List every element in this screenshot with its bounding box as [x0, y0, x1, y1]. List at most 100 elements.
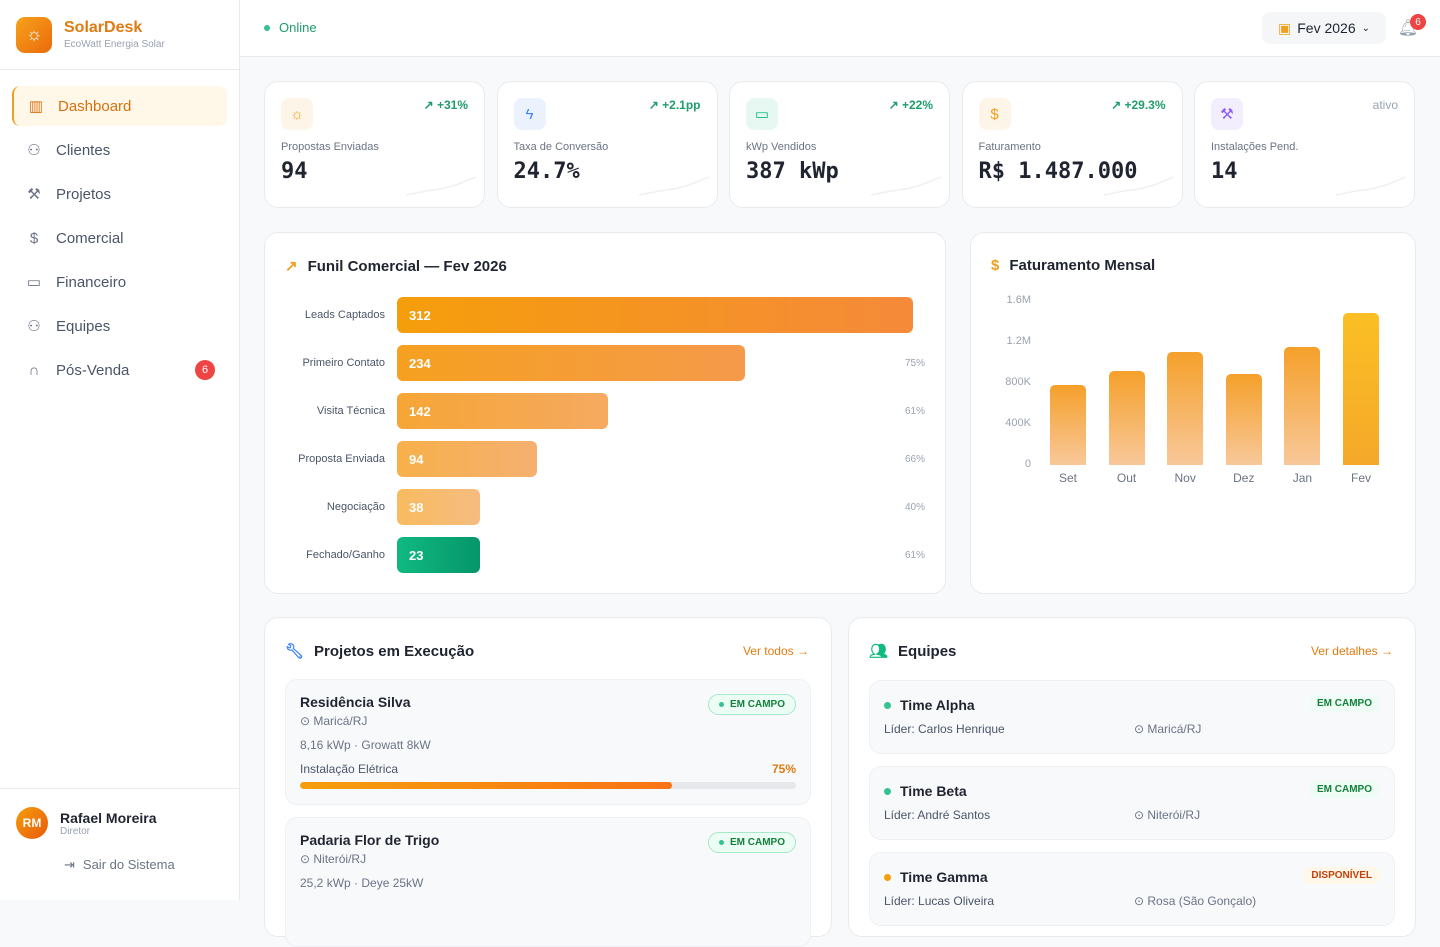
status-badge: EM CAMPO: [708, 694, 796, 715]
sidebar-item-label: Financeiro: [56, 273, 127, 291]
dollar-icon: $: [29, 229, 39, 247]
kpi-value: 14: [1211, 159, 1238, 184]
progress-bar: [300, 782, 796, 789]
topbar: Online ▣ Fev 2026 ⌄ 🔔︎ 6: [240, 0, 1440, 57]
revenue-bar[interactable]: [1284, 346, 1321, 465]
sidebar-item-1[interactable]: ⚇ Clientes: [12, 130, 227, 170]
wallet-icon: ▭: [26, 274, 42, 291]
funnel-stage-label: Primeiro Contato: [302, 357, 385, 369]
funnel-pct: 61%: [904, 405, 925, 417]
status-badge: EM CAMPO: [708, 832, 796, 853]
map-pin-icon: ⊙: [300, 852, 314, 866]
funnel-title: Funil Comercial — Fev 2026: [307, 257, 507, 275]
team-location: Maricá/RJ: [1147, 722, 1202, 736]
sidebar-item-label: Clientes: [56, 141, 111, 159]
revenue-bar[interactable]: [1167, 351, 1204, 465]
kpi-card: ⚒ ativo Instalações Pend. 14: [1194, 81, 1415, 208]
team-item[interactable]: Time Beta EM CAMPO Líder: André Santos ⊙ Ni…: [869, 766, 1395, 840]
kpi-label: kWp Vendidos: [746, 141, 817, 153]
project-spec: 8,16 kWp · Growatt 8kW: [300, 738, 431, 752]
funnel-row: Fechado/Ganho 23 61%: [265, 537, 925, 573]
x-tick-label: Set: [1058, 471, 1077, 485]
sidebar-item-3[interactable]: $ Comercial: [12, 218, 227, 258]
kpi-label: Taxa de Conversão: [513, 141, 609, 153]
revenue-bar[interactable]: [1108, 370, 1145, 465]
team-item[interactable]: Time Alpha EM CAMPO Líder: Carlos Henrique…: [869, 680, 1395, 754]
wrench-icon: 🔧︎: [285, 643, 305, 660]
month-label: Fev 2026: [1297, 20, 1356, 36]
notifications-button[interactable]: 🔔︎ 6: [1398, 14, 1426, 38]
project-item[interactable]: Residência Silva ⊙ Maricá/RJ 8,16 kWp · Gr…: [285, 679, 811, 805]
sparkline: [1336, 176, 1406, 196]
revenue-bar[interactable]: [1050, 384, 1086, 465]
revenue-bar[interactable]: [1225, 373, 1262, 465]
y-tick-label: 1.2M: [1006, 335, 1031, 347]
y-tick-label: 800K: [1005, 376, 1031, 388]
project-name: Residência Silva: [300, 694, 411, 710]
projects-card: 🔧︎ Projetos em Execução Ver todos → Resid…: [264, 617, 832, 947]
kpi-label: Propostas Enviadas: [281, 141, 379, 153]
project-location: Maricá/RJ: [313, 714, 368, 728]
sidebar-item-label: Pós-Venda: [56, 361, 130, 379]
sidebar-item-label: Equipes: [56, 317, 111, 335]
brand-subtitle: EcoWatt Energia Solar: [64, 39, 165, 50]
user-role: Diretor: [60, 825, 91, 837]
sidebar-item-6[interactable]: ∩ Pós-Venda 6: [12, 350, 227, 390]
map-pin-icon: ⊙: [1134, 894, 1148, 908]
kpi-value: 387 kWp: [746, 159, 839, 184]
online-status: Online: [264, 20, 317, 35]
nav-badge: 6: [195, 360, 215, 380]
kpi-label: Faturamento: [978, 141, 1041, 153]
sidebar-item-4[interactable]: ▭ Financeiro: [12, 262, 227, 302]
trending-up-icon: ↗: [285, 258, 298, 275]
view-all-link[interactable]: Ver todos →: [742, 644, 809, 658]
team-name: Time Alpha: [900, 697, 975, 713]
kpi-card: ϟ ↗ +2.1pp Taxa de Conversão 24.7%: [496, 81, 718, 208]
view-details-link[interactable]: Ver detalhes →: [1310, 644, 1393, 658]
team-item[interactable]: Time Gamma DISPONÍVEL Líder: Lucas Oliveir…: [869, 852, 1395, 926]
battery-icon: ▭: [746, 98, 778, 130]
sidebar-item-label: Comercial: [56, 229, 124, 247]
project-item[interactable]: Padaria Flor de Trigo ⊙ Niterói/RJ 25,2 kW…: [285, 817, 811, 947]
funnel-stage-label: Fechado/Ganho: [306, 549, 385, 561]
projects-title: Projetos em Execução: [314, 642, 475, 660]
project-progress: 75%: [771, 762, 796, 776]
project-name: Padaria Flor de Trigo: [300, 832, 440, 848]
kpi-value: 94: [281, 159, 308, 184]
funnel-row: Visita Técnica 142 61%: [265, 393, 925, 429]
team-leader: Líder: André Santos: [884, 808, 991, 822]
avatar: RM: [16, 807, 48, 839]
funnel-bar: 142: [397, 393, 609, 429]
team-status-dot: [884, 787, 891, 795]
funnel-bar: 38: [397, 489, 480, 525]
funnel-card: ↗ Funil Comercial — Fev 2026 Leads Captad…: [264, 232, 946, 594]
sidebar-item-5[interactable]: ⚇ Equipes: [12, 306, 227, 346]
team-location: Niterói/RJ: [1147, 808, 1201, 822]
project-stage: Instalação Elétrica: [300, 762, 399, 776]
calendar-icon: ▣: [1278, 19, 1292, 36]
revenue-bar[interactable]: [1343, 312, 1379, 465]
bolt-icon: ϟ: [513, 98, 546, 130]
funnel-row: Primeiro Contato 234 75%: [265, 345, 925, 381]
sidebar-item-0[interactable]: ▥ Dashboard: [12, 86, 227, 126]
funnel-row: Proposta Enviada 94 66%: [265, 441, 925, 477]
users-icon: ⚇: [27, 318, 41, 335]
funnel-bar: 23: [397, 537, 480, 573]
sidebar-item-2[interactable]: ⚒ Projetos: [12, 174, 227, 214]
sparkline: [871, 176, 941, 196]
kpi-card: $ ↗ +29.3% Faturamento R$ 1.487.000: [961, 81, 1183, 208]
sparkline: [406, 176, 476, 196]
user-name: Rafael Moreira: [60, 809, 157, 826]
y-tick-label: 1.6M: [1006, 294, 1031, 306]
month-selector[interactable]: ▣ Fev 2026 ⌄: [1262, 12, 1386, 44]
funnel-pct: 40%: [904, 501, 925, 513]
logout-button[interactable]: ⇥ Sair do Sistema: [64, 857, 223, 873]
kpi-delta: ↗ +22%: [888, 98, 933, 112]
sidebar-nav: ▥ Dashboard ⚇ Clientes ⚒ Projetos $ Comercial ▭ F…: [0, 70, 239, 410]
team-status-badge: DISPONÍVEL: [1303, 867, 1380, 884]
chart-title: Faturamento Mensal: [1009, 257, 1156, 274]
y-tick-label: 0: [1024, 458, 1031, 470]
sun-icon: ☼: [281, 98, 313, 130]
kpi-delta: ↗ +29.3%: [1111, 98, 1166, 112]
users-icon: 👥︎: [869, 643, 889, 660]
